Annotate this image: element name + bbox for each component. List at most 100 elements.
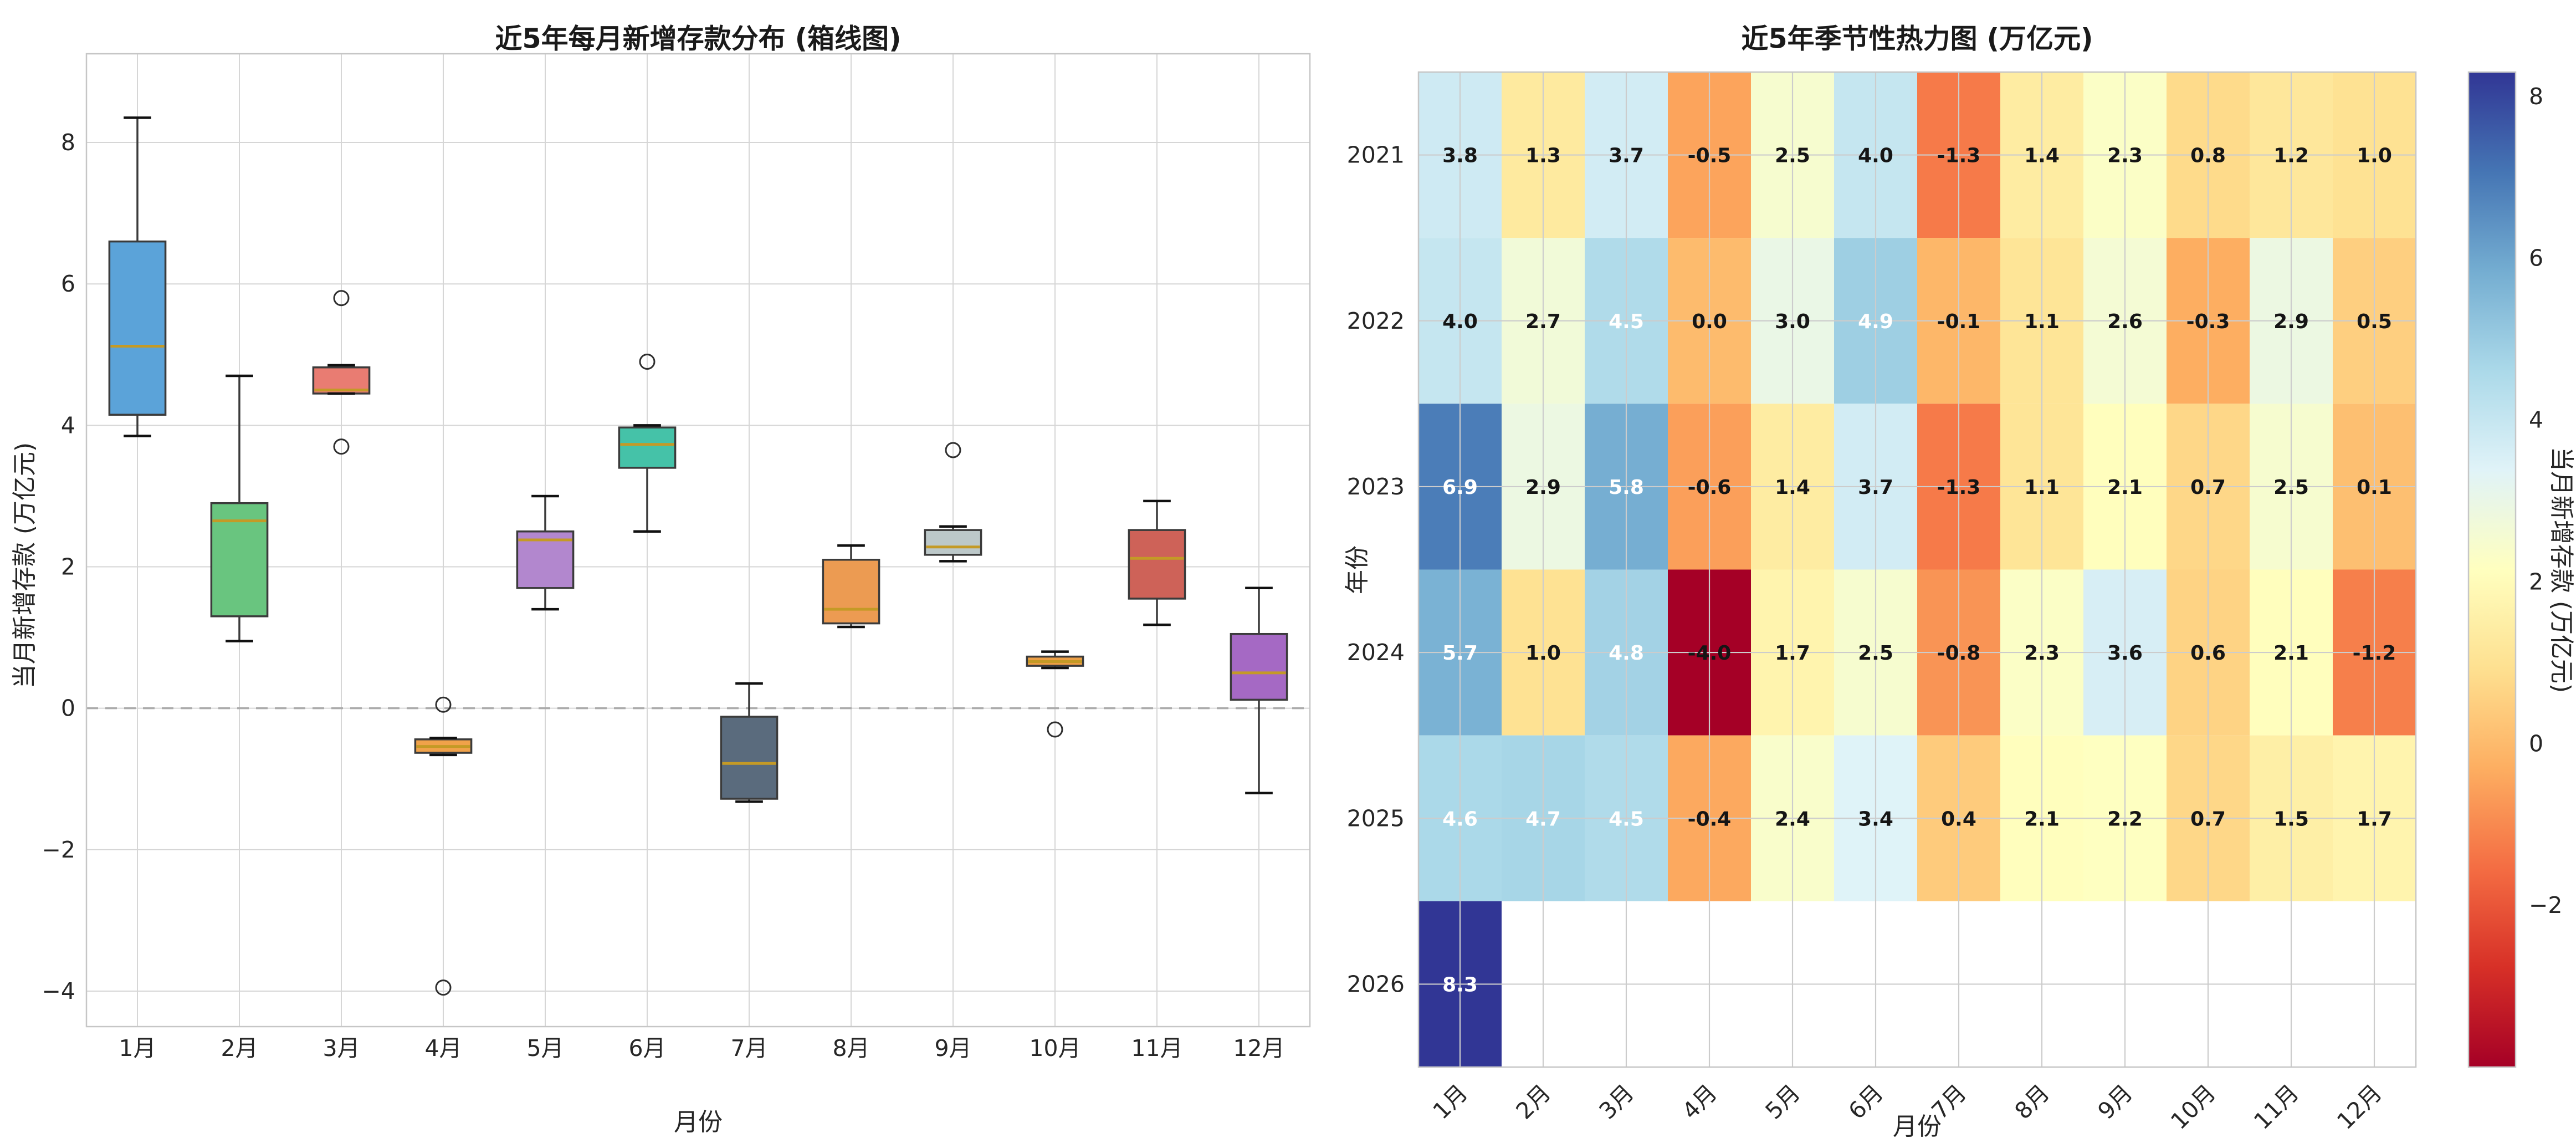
box-11月: [1128, 529, 1186, 600]
heatmap-value: 0.5: [2357, 310, 2392, 333]
heatmap-value: 1.2: [2273, 145, 2309, 167]
heatmap-xtick-label: 6月: [1843, 1079, 1888, 1124]
heatmap-ytick-label: 2024: [1347, 639, 1405, 666]
outlier-marker: [945, 442, 961, 458]
boxplot-ytick-label: −4: [42, 978, 75, 1004]
outlier-marker: [333, 290, 350, 307]
heatmap-value: 2.3: [2024, 642, 2060, 665]
heatmap-value: 2.7: [1525, 310, 1561, 333]
heatmap-yaxis-label: 年份: [1343, 545, 1371, 594]
colorbar-tick-label: 0: [2529, 730, 2543, 757]
heatmap-value: 4.7: [1525, 808, 1561, 830]
heatmap-xtick-label: 11月: [2249, 1079, 2304, 1135]
heatmap-value: 2.6: [2107, 310, 2143, 333]
heatmap-ytick-label: 2023: [1347, 473, 1405, 500]
boxplot-xtick-label: 10月: [1029, 1035, 1080, 1062]
heatmap-value: 2.5: [2273, 476, 2309, 499]
colorbar-label: 当月新增存款 (万亿元): [2547, 446, 2575, 693]
heatmap-value: 3.8: [1442, 145, 1478, 167]
heatmap-value: 4.5: [1609, 310, 1644, 333]
boxplot-xtick-label: 12月: [1233, 1035, 1284, 1062]
heatmap-value: 1.4: [1775, 476, 1810, 499]
heatmap-value: 1.0: [1525, 642, 1561, 665]
heatmap-value: -1.3: [1937, 145, 1981, 167]
heatmap-value: 3.6: [2107, 642, 2143, 665]
heatmap-xtick-label: 9月: [2093, 1079, 2138, 1124]
boxplot-ytick-label: 6: [61, 271, 75, 297]
outlier-marker: [1047, 721, 1063, 738]
boxplot-xtick-label: 4月: [424, 1035, 462, 1062]
heatmap-value: 0.8: [2190, 145, 2226, 167]
heatmap-value: 8.3: [1442, 973, 1478, 996]
heatmap-value: 0.7: [2190, 476, 2226, 499]
heatmap-value: -0.1: [1937, 310, 1981, 333]
heatmap-xtick-label: 5月: [1760, 1079, 1805, 1124]
heatmap-value: 3.4: [1858, 808, 1893, 830]
heatmap-value: 0.6: [2190, 642, 2226, 665]
heatmap-value: 0.1: [2357, 476, 2392, 499]
heatmap-value: 0.7: [2190, 808, 2226, 830]
heatmap-border: [1417, 71, 2417, 1068]
heatmap-value: -0.5: [1688, 145, 1732, 167]
boxplot-area: [86, 54, 1310, 1027]
boxplot-border: [85, 53, 1311, 1028]
heatmap-value: 1.3: [1525, 145, 1561, 167]
boxplot-xtick-label: 7月: [730, 1035, 767, 1062]
heatmap-ytick-label: 2021: [1347, 142, 1405, 169]
boxplot-xtick-label: 6月: [628, 1035, 665, 1062]
heatmap-value: 2.5: [1858, 642, 1893, 665]
heatmap-value: 0.4: [1941, 808, 1976, 830]
outlier-marker: [333, 438, 350, 455]
heatmap-value: 2.9: [1525, 476, 1561, 499]
heatmap-value: 1.7: [2357, 808, 2392, 830]
heatmap-value: 2.5: [1775, 145, 1810, 167]
box-8月: [822, 559, 880, 625]
boxplot-xtick-label: 8月: [832, 1035, 869, 1062]
heatmap-value: 3.7: [1609, 145, 1644, 167]
boxplot-xtick-label: 11月: [1131, 1035, 1182, 1062]
heatmap-value: 2.9: [2273, 310, 2309, 333]
colorbar-tick-label: 2: [2529, 568, 2543, 595]
boxplot-ytick-label: 0: [61, 695, 75, 722]
heatmap-xtick-label: 4月: [1677, 1079, 1722, 1124]
boxplot-title: 近5年每月新增存款分布 (箱线图): [495, 23, 902, 55]
colorbar-tick-label: 6: [2529, 245, 2543, 272]
heatmap-value: 1.5: [2273, 808, 2309, 830]
heatmap-value: -1.3: [1937, 476, 1981, 499]
boxplot-xtick-label: 9月: [934, 1035, 971, 1062]
outlier-marker: [639, 354, 655, 370]
boxplot-xaxis-label: 月份: [674, 1108, 723, 1136]
heatmap-value: 5.8: [1609, 476, 1644, 499]
boxplot-ytick-label: 2: [61, 554, 75, 580]
heatmap-value: 4.5: [1609, 808, 1644, 830]
heatmap-xtick-label: 10月: [2165, 1079, 2221, 1135]
heatmap-value: 4.0: [1858, 145, 1893, 167]
heatmap-xaxis-label: 月份: [1893, 1113, 1942, 1141]
heatmap-value: 5.7: [1442, 642, 1478, 665]
heatmap-xtick-label: 1月: [1428, 1079, 1473, 1124]
heatmap-value: 2.1: [2273, 642, 2309, 665]
boxplot-yaxis-label: 当月新增存款 (万亿元): [11, 442, 39, 689]
boxplot-xtick-label: 5月: [526, 1035, 564, 1062]
box-12月: [1230, 632, 1288, 701]
box-9月: [924, 529, 982, 556]
heatmap-xtick-label: 8月: [2010, 1079, 2055, 1124]
colorbar-tick-label: 4: [2529, 407, 2543, 433]
heatmap-value: 1.1: [2024, 476, 2060, 499]
heatmap-value: -0.4: [1688, 808, 1732, 830]
heatmap-value: 3.7: [1858, 476, 1893, 499]
heatmap-value: 1.7: [1775, 642, 1810, 665]
heatmap-value: 2.1: [2024, 808, 2060, 830]
heatmap-value: 6.9: [1442, 476, 1478, 499]
heatmap-value: 2.2: [2107, 808, 2143, 830]
heatmap-xtick-label: 2月: [1511, 1079, 1556, 1124]
box-1月: [108, 240, 167, 416]
heatmap-xtick-label: 3月: [1594, 1079, 1639, 1124]
heatmap-value: 4.9: [1858, 310, 1893, 333]
heatmap-ytick-label: 2022: [1347, 308, 1405, 334]
boxplot-xtick-label: 3月: [322, 1035, 360, 1062]
heatmap-ytick-label: 2025: [1347, 805, 1405, 831]
heatmap-value: 2.4: [1775, 808, 1810, 830]
